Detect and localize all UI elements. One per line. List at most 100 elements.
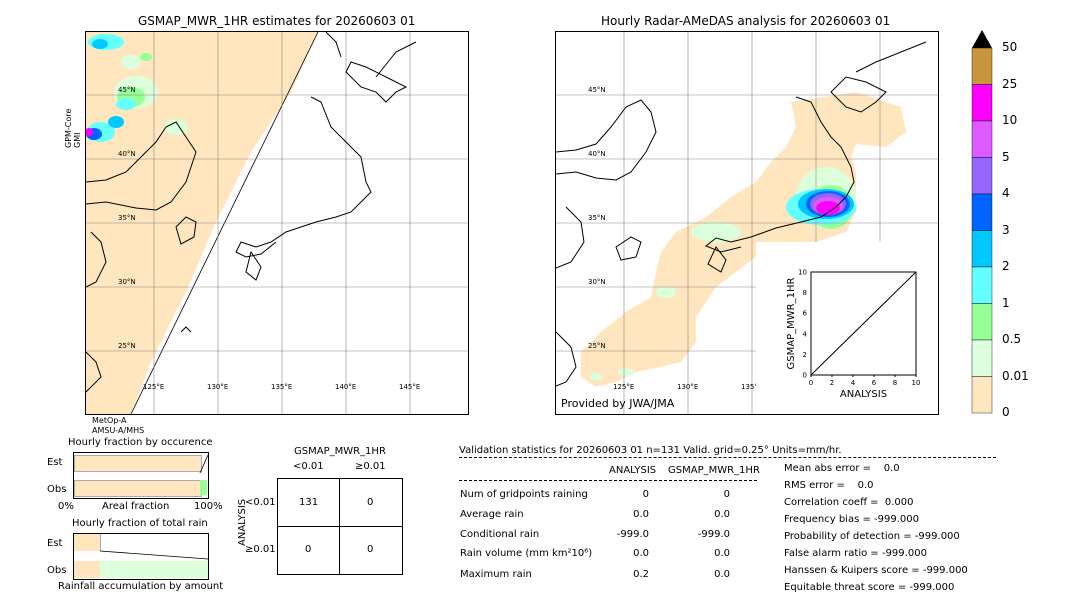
scatter-xlabel: ANALYSIS [840,389,887,400]
validation-row-label: Maximum rain [460,569,532,580]
left-lon-145: 145°E [399,383,421,391]
scatter-inset: 0 0 2 2 4 4 6 6 8 8 10 10 ANALYSIS GSMAP_MWR_1HR [756,242,938,414]
colorbar-block [971,157,993,195]
right-lon-125: 125°E [613,383,635,391]
sensor-bottom-label: MetOp-A AMSU-A/MHS [92,416,144,436]
score-mae: Mean abs error = 0.0 [784,463,900,474]
total-rain-obs-green [100,561,208,578]
colorbar-tick-label: 0 [1002,405,1010,419]
scatter-y-tick: 10 [798,269,807,277]
validation-row-analysis: 0 [642,489,649,500]
sensor-bottom-line1: MetOp-A [92,416,127,425]
left-map: 45°N 40°N 35°N 30°N 25°N 125°E 130°E 135… [85,31,469,415]
validation-row-analysis: 0.0 [633,548,649,559]
right-map: 45°N 40°N 35°N 30°N 25°N 125°E 130°E 135… [555,31,939,415]
left-lat-25: 25°N [118,342,136,350]
total-rain-obs-label: Obs [47,565,67,576]
contingency-grid: 131 0 0 0 [277,478,403,575]
validation-row-gsmap: 0.0 [714,548,730,559]
validation-col-divider [459,480,757,481]
validation-row-analysis: 0.0 [633,509,649,520]
total-rain-box [73,533,209,580]
occurrence-obs-label: Obs [47,484,67,495]
scatter-x-tick: 8 [893,379,897,387]
occurrence-title: Hourly fraction by occurence [68,437,213,448]
colorbar-tick-label: 1 [1002,295,1010,310]
scatter-x-tick: 10 [912,379,921,387]
validation-row-analysis: 0.2 [633,569,649,580]
colorbar-block [971,120,993,158]
colorbar-block [971,47,993,85]
contingency-row1: <0.01 [245,497,276,508]
occurrence-box [73,452,209,499]
left-coastline [86,32,417,393]
validation-row-gsmap: -999.0 [697,529,730,540]
occurrence-x-left: 0% [58,501,74,512]
sensor-top-line2: GMI [73,132,82,148]
left-map-grid [86,32,468,414]
colorbar-tick-label: 25 [1002,76,1018,91]
scatter-x-tick: 6 [872,379,877,387]
validation-row-label: Rain volume (mm km²10⁶) [460,548,593,559]
right-lon-135: 135°E [741,383,763,391]
contingency-cell-12: 0 [367,497,374,508]
right-lat-35: 35°N [588,214,606,222]
validation-header: Validation statistics for 20260603 01 n=… [459,445,842,456]
validation-row-gsmap: 0.0 [714,509,730,520]
score-freq-bias: Frequency bias = -999.000 [784,514,919,525]
rain-patches [86,34,188,142]
validation-row-analysis: -999.0 [616,529,649,540]
scatter-y-tick: 0 [803,372,807,380]
score-pod: Probability of detection = -999.000 [784,531,960,542]
colorbar-block [971,230,993,268]
colorbar-tick-label: 4 [1002,186,1010,200]
validation-divider [459,457,996,458]
left-lat-30: 30°N [118,278,136,286]
total-rain-est-bar [74,534,101,551]
colorbar-tick-label: 0.5 [1002,332,1022,346]
colorbar-extend-arrow [972,30,992,48]
colorbar [971,30,993,414]
sensor-top-label: GPM-Core GMI [64,109,82,148]
radar-coverage [581,92,906,387]
colorbar-block [971,339,993,377]
total-rain-est-label: Est [47,538,63,549]
scatter-y-tick: 4 [803,330,808,338]
right-coastline [556,41,927,387]
validation-row-label: Average rain [460,509,524,520]
right-lat-25: 25°N [588,342,606,350]
validation-col-analysis: ANALYSIS [609,465,657,476]
validation-col-gsmap: GSMAP_MWR_1HR [668,465,760,476]
contingency-cell-22: 0 [367,544,374,555]
left-lon-135: 135°E [271,383,293,391]
contingency-row2: ≥0.01 [245,544,276,555]
right-lat-45: 45°N [588,86,606,94]
left-map-title: GSMAP_MWR_1HR estimates for 20260603 01 [138,14,416,28]
total-rain-obs-bar [74,561,100,578]
colorbar-tick-label: 0.01 [1002,368,1029,383]
sensor-top-line1: GPM-Core [64,108,73,148]
total-rain-title: Hourly fraction of total rain [72,518,208,529]
occurrence-obs-green [200,480,207,495]
score-ets: Equitable threat score = -999.000 [784,582,955,593]
scatter-x-tick: 4 [851,379,856,387]
occurrence-x-mid: Areal fraction [102,501,170,512]
left-lon-130: 130°E [207,383,229,391]
scatter-y-tick: 2 [803,351,807,359]
occurrence-est-bar [74,455,202,472]
validation-row-label: Num of gridpoints raining [460,489,588,500]
contingency-col2: ≥0.01 [355,461,386,472]
colorbar-block [971,303,993,341]
score-corr: Correlation coeff = 0.000 [784,497,914,508]
left-lat-35: 35°N [118,214,136,222]
total-rain-xlabel: Rainfall accumulation by amount [58,581,224,592]
score-rmse: RMS error = 0.0 [784,480,874,491]
contingency-col1: <0.01 [293,461,324,472]
contingency-title: GSMAP_MWR_1HR [294,446,386,457]
contingency-cell-11: 131 [299,497,319,508]
right-lat-40: 40°N [588,150,606,158]
sensor-bottom-line2: AMSU-A/MHS [92,426,145,435]
colorbar-block [971,84,993,122]
validation-row-label: Conditional rain [460,529,540,540]
colorbar-tick-label: 5 [1002,149,1010,164]
